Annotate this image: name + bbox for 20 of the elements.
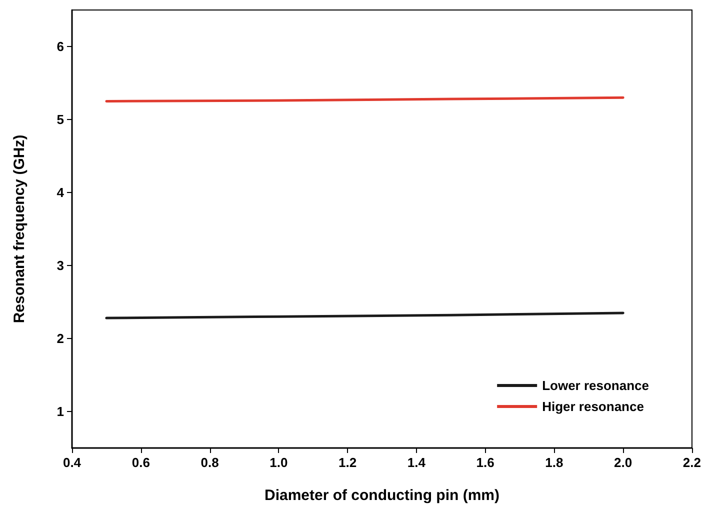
y-tick-label: 1 (56, 404, 64, 419)
y-axis-title: Resonant frequency (GHz) (11, 134, 28, 324)
x-tick-label: 0.8 (200, 455, 219, 470)
x-tick-label: 2.0 (614, 455, 632, 470)
y-tick-label: 4 (56, 185, 65, 200)
x-tick-label: 0.6 (132, 455, 150, 470)
x-tick-label: 1.0 (270, 455, 288, 470)
x-tick-label: 2.2 (682, 455, 702, 470)
x-tick-label: 1.2 (338, 455, 357, 470)
legend-label: Higer resonance (542, 399, 644, 414)
x-tick-label: 1.6 (476, 455, 494, 470)
x-tick-label: 1.8 (545, 455, 564, 470)
legend-label: Lower resonance (542, 378, 650, 393)
y-tick-label: 3 (56, 258, 64, 273)
x-tick-label: 1.4 (407, 455, 426, 470)
x-axis-title: Diameter of conducting pin (mm) (264, 487, 500, 504)
y-tick-label: 6 (56, 39, 64, 54)
y-tick-label: 5 (56, 112, 64, 127)
y-tick-label: 2 (56, 331, 64, 346)
x-tick-label: 0.4 (62, 455, 82, 470)
